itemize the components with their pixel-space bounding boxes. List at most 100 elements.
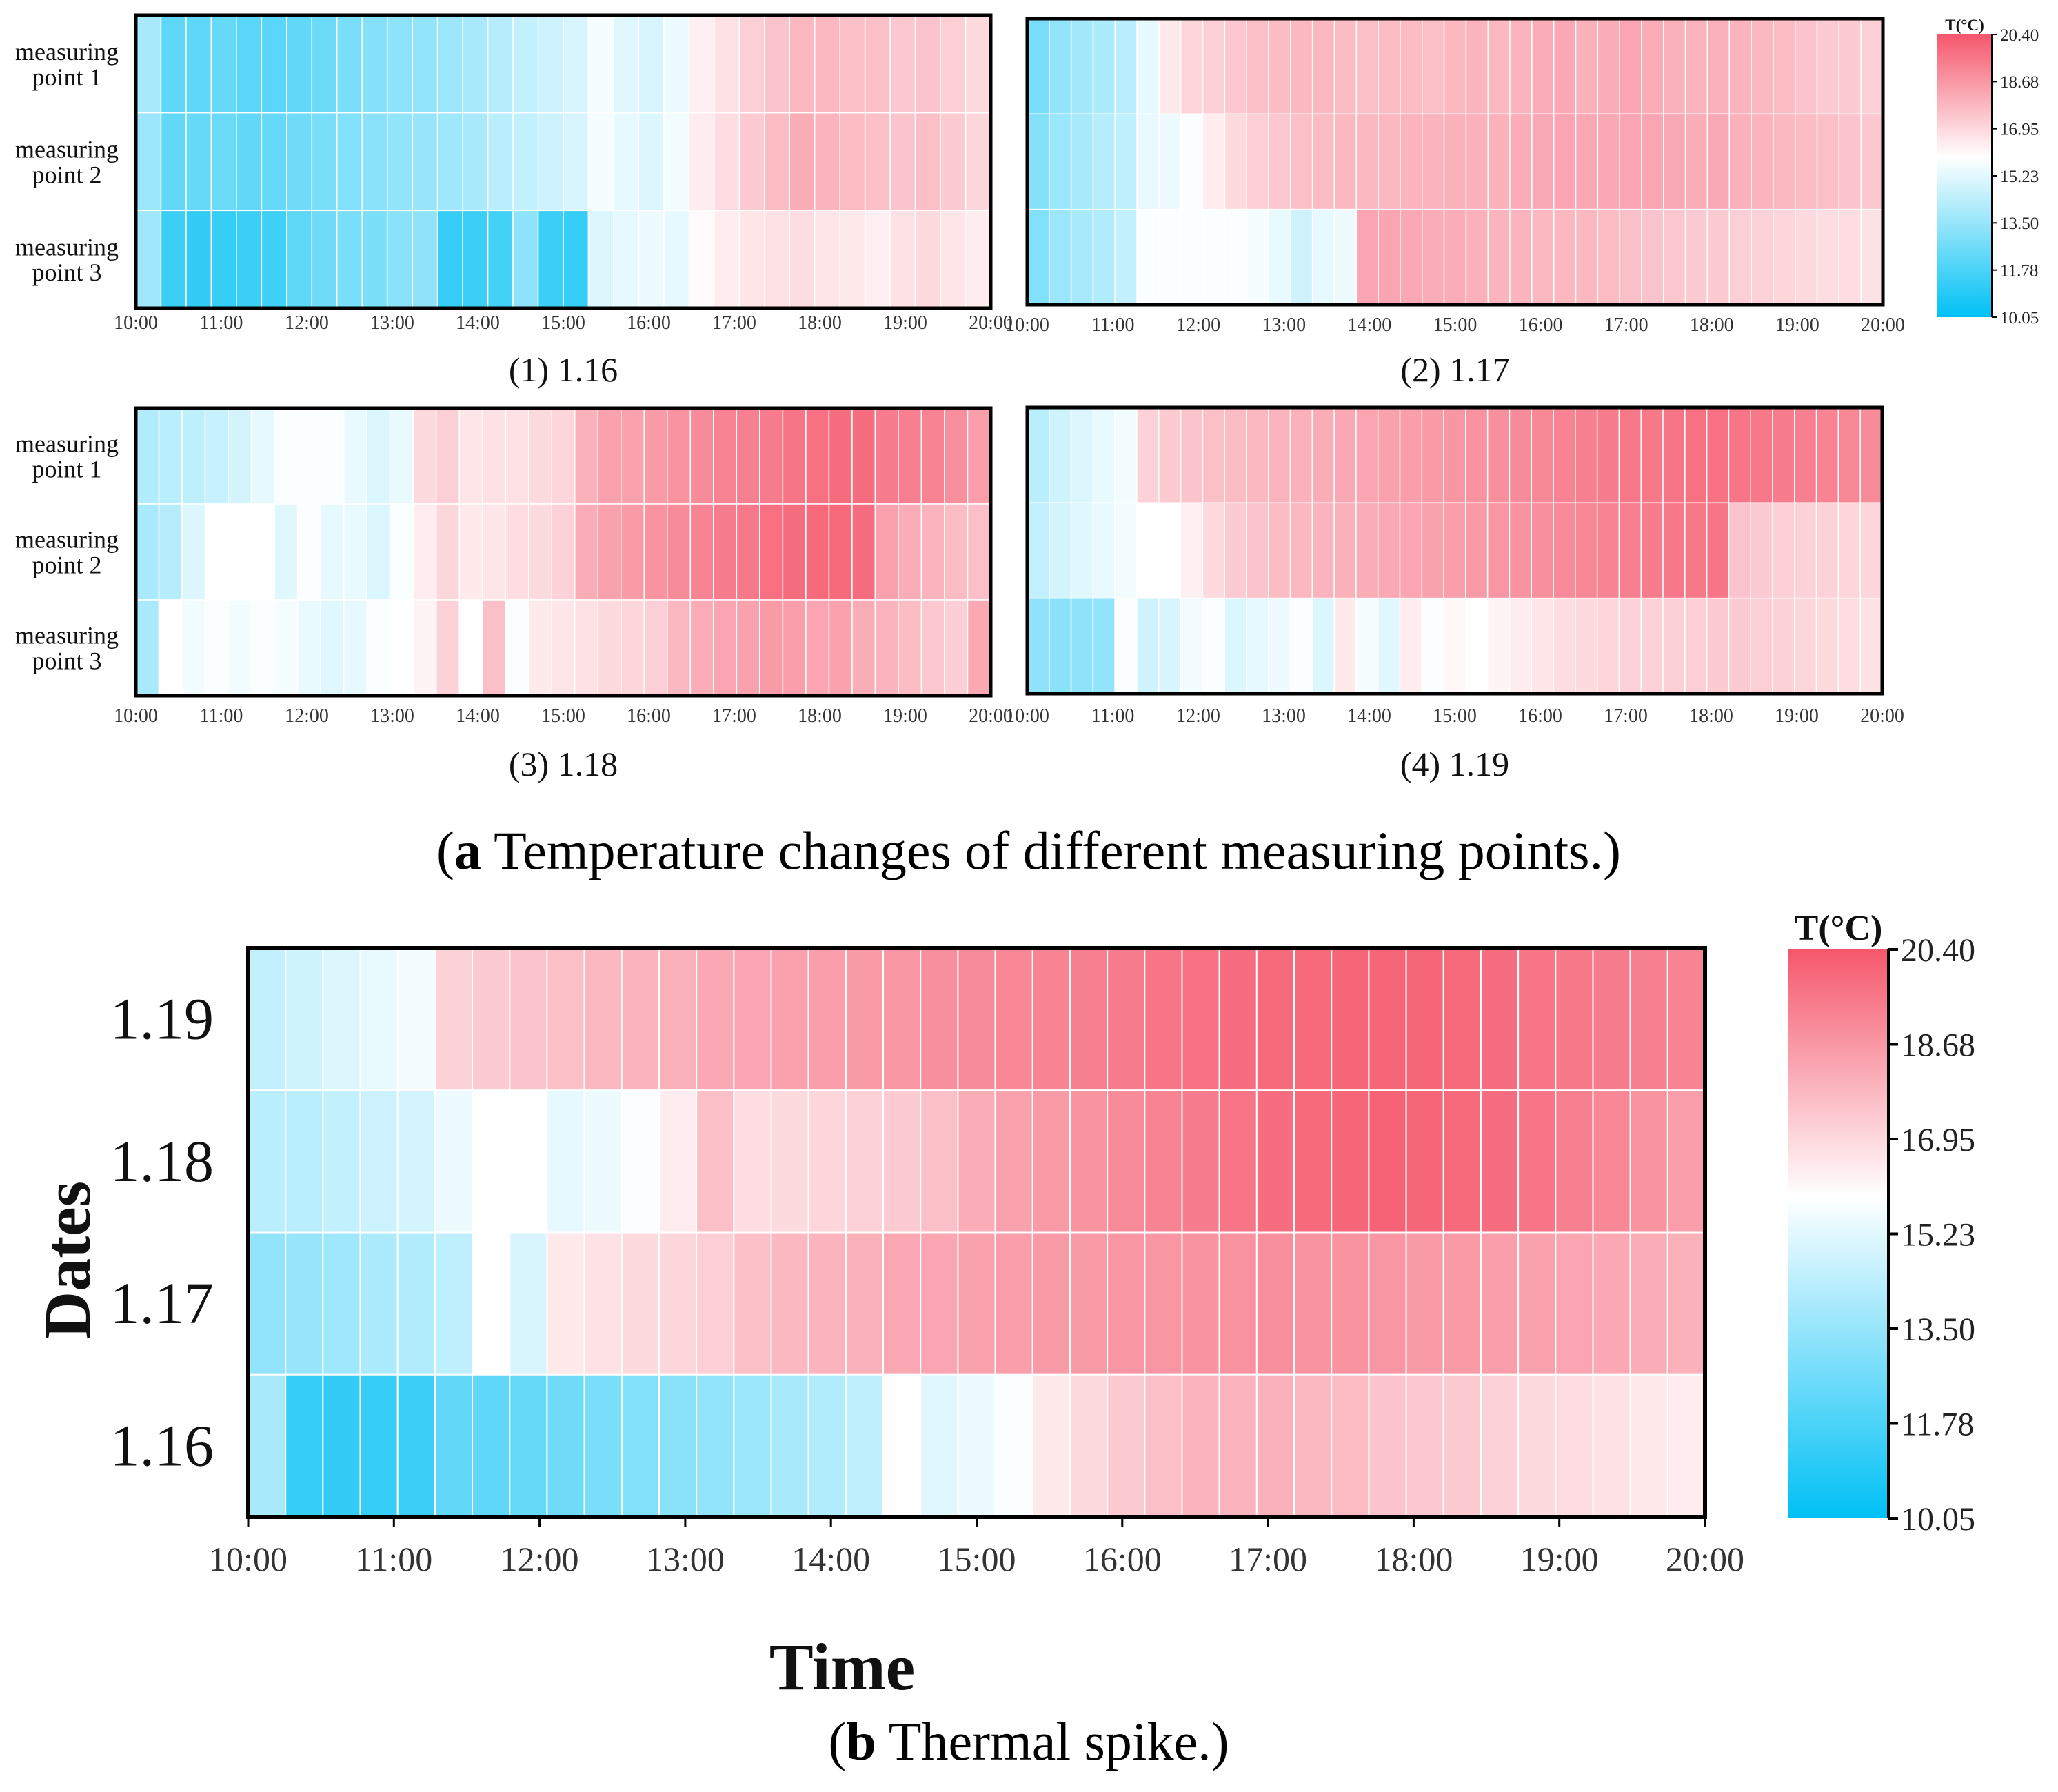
heatmap-cell — [1773, 113, 1796, 210]
heatmap-cell — [1421, 407, 1444, 504]
heatmap-cell — [160, 210, 187, 309]
heatmap-cell — [1662, 597, 1686, 694]
heatmap-cell — [1268, 208, 1291, 305]
heatmap-cell — [1443, 597, 1466, 694]
heatmap-cell — [1311, 18, 1335, 115]
heatmap-cell — [851, 503, 876, 601]
heatmap-cell — [1311, 597, 1335, 694]
heatmap-cell — [1772, 502, 1795, 599]
heatmap-cell — [789, 14, 816, 114]
heatmap-cell — [1027, 208, 1050, 305]
heatmap-cell — [228, 407, 252, 505]
heatmap-cell — [1246, 18, 1269, 115]
heatmap-cell — [663, 14, 690, 114]
heatmap-cell — [940, 210, 967, 309]
heatmap-cell — [1553, 113, 1577, 210]
x-tick-label: 15:00 — [541, 705, 585, 727]
heatmap-cell — [1399, 597, 1423, 694]
heatmap-cell — [236, 112, 263, 212]
x-tick-label: 11:00 — [200, 312, 243, 334]
heatmap-cell — [1465, 502, 1489, 599]
heatmap-cell — [1218, 1373, 1258, 1518]
x-tick-label: 18:00 — [798, 312, 842, 334]
heatmap-cell — [487, 14, 514, 114]
heatmap-cell — [1255, 947, 1295, 1091]
heatmap-cell — [1596, 597, 1620, 694]
heatmap-cell — [714, 14, 740, 114]
heatmap-cell — [1144, 1231, 1183, 1376]
heatmap-cell — [1333, 18, 1358, 115]
y-row-label: point 2 — [32, 552, 101, 579]
heatmap-cell — [472, 947, 511, 1091]
heatmap-cell — [135, 503, 160, 601]
heatmap-cell — [1218, 1231, 1258, 1376]
heatmap-cell — [1255, 1089, 1295, 1234]
heatmap-cell — [1144, 947, 1183, 1091]
x-tick-label: 10:00 — [1005, 705, 1049, 727]
x-tick-label: 20:00 — [1860, 705, 1904, 727]
heatmap-cell — [509, 1373, 548, 1518]
heatmap-cell — [1728, 502, 1751, 599]
y-row-label: measuring — [15, 38, 119, 66]
heatmap-cell — [898, 599, 922, 696]
heatmap-cell — [436, 112, 463, 212]
heatmap-cell — [621, 599, 645, 696]
heatmap-cell — [1465, 18, 1489, 115]
heatmap-cell — [1486, 502, 1511, 599]
heatmap-cell — [805, 503, 830, 601]
x-tick-label: 18:00 — [798, 705, 842, 727]
heatmap-cell — [1706, 407, 1730, 504]
heatmap-cell — [274, 503, 299, 601]
heatmap-cell — [1049, 113, 1072, 210]
heatmap-cell — [1486, 407, 1511, 504]
heatmap-cell — [1049, 597, 1072, 694]
colorbar-tick-label: 13.50 — [2000, 214, 2039, 233]
heatmap-cell — [1592, 1089, 1631, 1234]
heatmap-cell — [434, 1231, 474, 1376]
x-tick-label: 17:00 — [712, 312, 756, 334]
x-tick-label: 19:00 — [1775, 314, 1819, 336]
x-tick-label: 18:00 — [1374, 1540, 1453, 1578]
x-tick-label: 14:00 — [456, 312, 500, 334]
heatmap-cell — [1629, 1373, 1668, 1518]
heatmap-cell — [412, 14, 438, 114]
heatmap-cell — [1706, 113, 1731, 210]
heatmap-cell — [658, 1089, 698, 1234]
heatmap-cell — [1575, 18, 1599, 115]
heatmap-cell — [889, 112, 916, 212]
heatmap-cell — [1465, 208, 1489, 305]
heatmap-cell — [1107, 1089, 1146, 1234]
heatmap-cell — [643, 503, 668, 601]
heatmap-cell — [864, 112, 891, 212]
heatmap-cell — [412, 503, 437, 601]
heatmap-cell — [1368, 947, 1407, 1091]
heatmap-cell — [1158, 113, 1182, 210]
heatmap-cell — [688, 14, 715, 114]
heatmap-cell — [920, 947, 959, 1091]
heatmap-cell — [1553, 208, 1577, 305]
heatmap-cell — [914, 210, 941, 309]
x-tick-label: 16:00 — [1518, 705, 1562, 727]
heatmap-cell — [1355, 208, 1379, 305]
y-date-label: 1.18 — [110, 1128, 214, 1194]
heatmap-cell — [135, 407, 160, 505]
heatmap-cell — [1114, 18, 1138, 115]
heatmap-cell — [574, 503, 599, 601]
heatmap-cell — [296, 599, 321, 696]
heatmap-cell — [458, 503, 483, 601]
x-tick-label: 16:00 — [627, 312, 671, 334]
heatmap-cell — [1480, 1089, 1520, 1234]
heatmap-cell — [181, 599, 206, 696]
heatmap-cell — [158, 599, 183, 696]
heatmap-cell — [1728, 113, 1752, 210]
heatmap-cell — [285, 947, 324, 1091]
heatmap-cell — [1662, 407, 1686, 504]
heatmap-cell — [1181, 1373, 1220, 1518]
heatmap-cell — [1531, 208, 1555, 305]
heatmap-cell — [920, 503, 945, 601]
heatmap-cell — [1049, 208, 1072, 305]
heatmap-cell — [583, 1373, 623, 1518]
y-row-label: point 3 — [32, 647, 101, 675]
heatmap-cell — [621, 407, 645, 505]
heatmap-cell — [311, 14, 338, 114]
